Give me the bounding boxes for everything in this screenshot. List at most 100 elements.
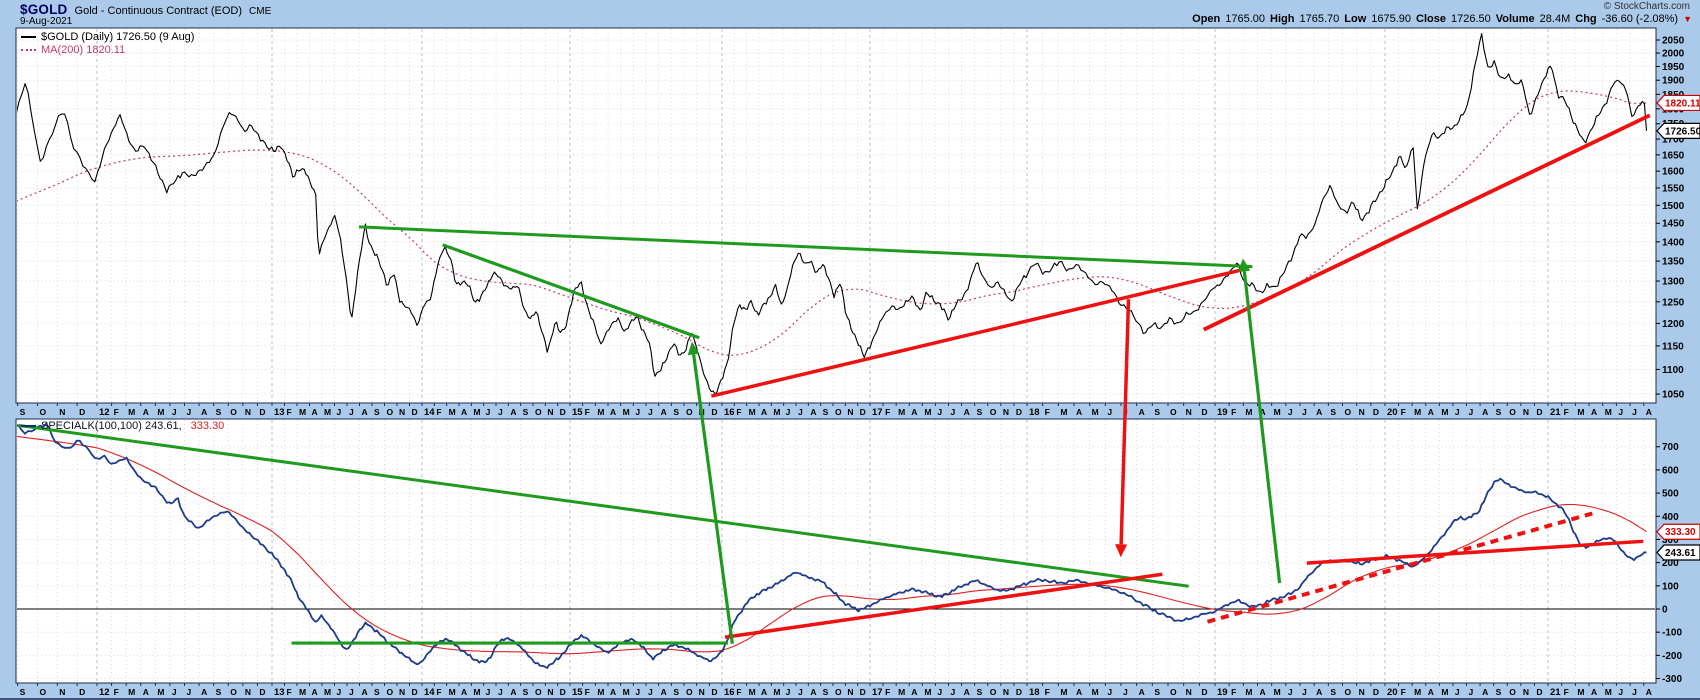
month-label: A xyxy=(610,407,616,417)
month-label: M xyxy=(924,407,931,417)
month-label: O xyxy=(1345,407,1352,417)
price-value-tag-label: 1726.50 xyxy=(1665,126,1700,137)
month-label: O xyxy=(1509,407,1516,417)
month-label: F xyxy=(736,687,741,697)
price-panel-legend: $GOLD (Daily) 1726.50 (9 Aug) MA(200) 18… xyxy=(21,30,194,56)
month-label: J xyxy=(172,407,177,417)
month-label: M xyxy=(299,687,306,697)
price-axis-tick-label: 1200 xyxy=(1662,319,1685,330)
month-label: S xyxy=(523,687,529,697)
month-label: N xyxy=(59,407,65,417)
month-label: M xyxy=(449,687,456,697)
year-label: 20 xyxy=(1387,687,1398,698)
stockcharts-watermark-link[interactable]: © StockCharts.com xyxy=(1603,1,1690,12)
momentum-value-tag-label: 333.30 xyxy=(1665,527,1696,538)
month-label: M xyxy=(597,407,604,417)
month-label: F xyxy=(1045,687,1050,697)
price-axis-tick-label: 1900 xyxy=(1662,76,1685,87)
momentum-axis-tick-label: 700 xyxy=(1662,442,1679,453)
price-axis-tick-label: 1500 xyxy=(1662,201,1685,212)
month-label: M xyxy=(473,407,480,417)
month-label: N xyxy=(547,407,553,417)
momentum-axis-tick-label: -200 xyxy=(1662,651,1682,662)
month-label: A xyxy=(1260,407,1266,417)
month-label: M xyxy=(1605,407,1612,417)
month-label: O xyxy=(686,407,693,417)
month-label: J xyxy=(786,407,791,417)
month-label: F xyxy=(585,687,590,697)
month-label: J xyxy=(498,407,503,417)
month-label: M xyxy=(1414,407,1421,417)
momentum-uptrend-2019-dashed-line xyxy=(1206,511,1593,624)
month-label: N xyxy=(245,687,251,697)
month-label: M xyxy=(157,407,164,417)
momentum-axis-tick-label: 200 xyxy=(1662,558,1679,569)
month-label: M xyxy=(749,687,756,697)
month-label: N xyxy=(399,407,405,417)
month-label: A xyxy=(362,407,368,417)
price-value-tag xyxy=(1656,94,1700,112)
month-label: D xyxy=(259,407,265,417)
month-label: F xyxy=(287,687,292,697)
month-label: A xyxy=(201,687,207,697)
month-label: A xyxy=(610,687,616,697)
price-uptrend-2016-trendline xyxy=(710,266,1250,398)
month-label: D xyxy=(1373,407,1379,417)
momentum-axis-tick-label: 300 xyxy=(1662,535,1679,546)
change-down-triangle-icon: ▼ xyxy=(1683,13,1692,24)
open-label: Open xyxy=(1192,13,1221,25)
month-label: A xyxy=(510,407,516,417)
month-label: M xyxy=(1441,407,1448,417)
momentum-axis-tick-label: 400 xyxy=(1662,512,1679,523)
month-label: J xyxy=(1123,687,1128,697)
year-label: 20 xyxy=(1387,407,1398,418)
month-label: F xyxy=(436,407,441,417)
month-label: J xyxy=(337,407,342,417)
breakdown-2018-arrow-head-icon xyxy=(1115,544,1128,558)
month-label: O xyxy=(990,407,997,417)
month-label: O xyxy=(990,687,997,697)
month-label: M xyxy=(299,407,306,417)
month-label: M xyxy=(128,407,135,417)
month-label: A xyxy=(1076,407,1082,417)
month-label: S xyxy=(823,407,829,417)
month-label: N xyxy=(699,687,705,697)
month-label: O xyxy=(1509,687,1516,697)
month-label: J xyxy=(951,407,956,417)
month-label: N xyxy=(1003,687,1009,697)
month-label: S xyxy=(673,687,679,697)
month-label: J xyxy=(1302,687,1307,697)
price-axis-tick-label: 2000 xyxy=(1662,49,1685,60)
month-label: M xyxy=(1274,687,1281,697)
month-label: J xyxy=(1107,687,1112,697)
month-label: J xyxy=(1632,687,1637,697)
month-label: J xyxy=(187,687,192,697)
x-axis-labels: SSOONNDD1212FFMMAAMMJJJJAASSOONNDD1313FF… xyxy=(20,407,1652,698)
month-label: J xyxy=(1469,407,1474,417)
month-label: D xyxy=(711,407,717,417)
month-label: S xyxy=(20,407,26,417)
month-label: J xyxy=(1455,407,1460,417)
month-label: M xyxy=(898,687,905,697)
month-label: A xyxy=(761,407,767,417)
month-label: N xyxy=(847,687,853,697)
month-label: O xyxy=(387,687,394,697)
open-value: 1765.00 xyxy=(1225,13,1266,25)
month-label: A xyxy=(911,407,917,417)
price-axis-tick-label: 1100 xyxy=(1662,365,1684,376)
momentum-value-tag xyxy=(1656,523,1700,540)
month-label: N xyxy=(847,407,853,417)
price-resistance-trendline xyxy=(358,225,1253,269)
low-value: 1675.90 xyxy=(1371,13,1412,25)
price-legend-text: $GOLD (Daily) 1726.50 (9 Aug) xyxy=(41,30,195,43)
month-label: N xyxy=(59,687,65,697)
month-label: A xyxy=(201,407,207,417)
breakout-2016-arrow-head-icon xyxy=(687,341,700,356)
month-label: J xyxy=(786,687,791,697)
month-label: F xyxy=(1401,407,1406,417)
price-axis-tick-label: 2050 xyxy=(1662,36,1685,47)
chart-title: Gold - Continuous Contract (EOD) xyxy=(74,5,243,17)
month-label: S xyxy=(1496,687,1502,697)
month-label: F xyxy=(287,407,292,417)
